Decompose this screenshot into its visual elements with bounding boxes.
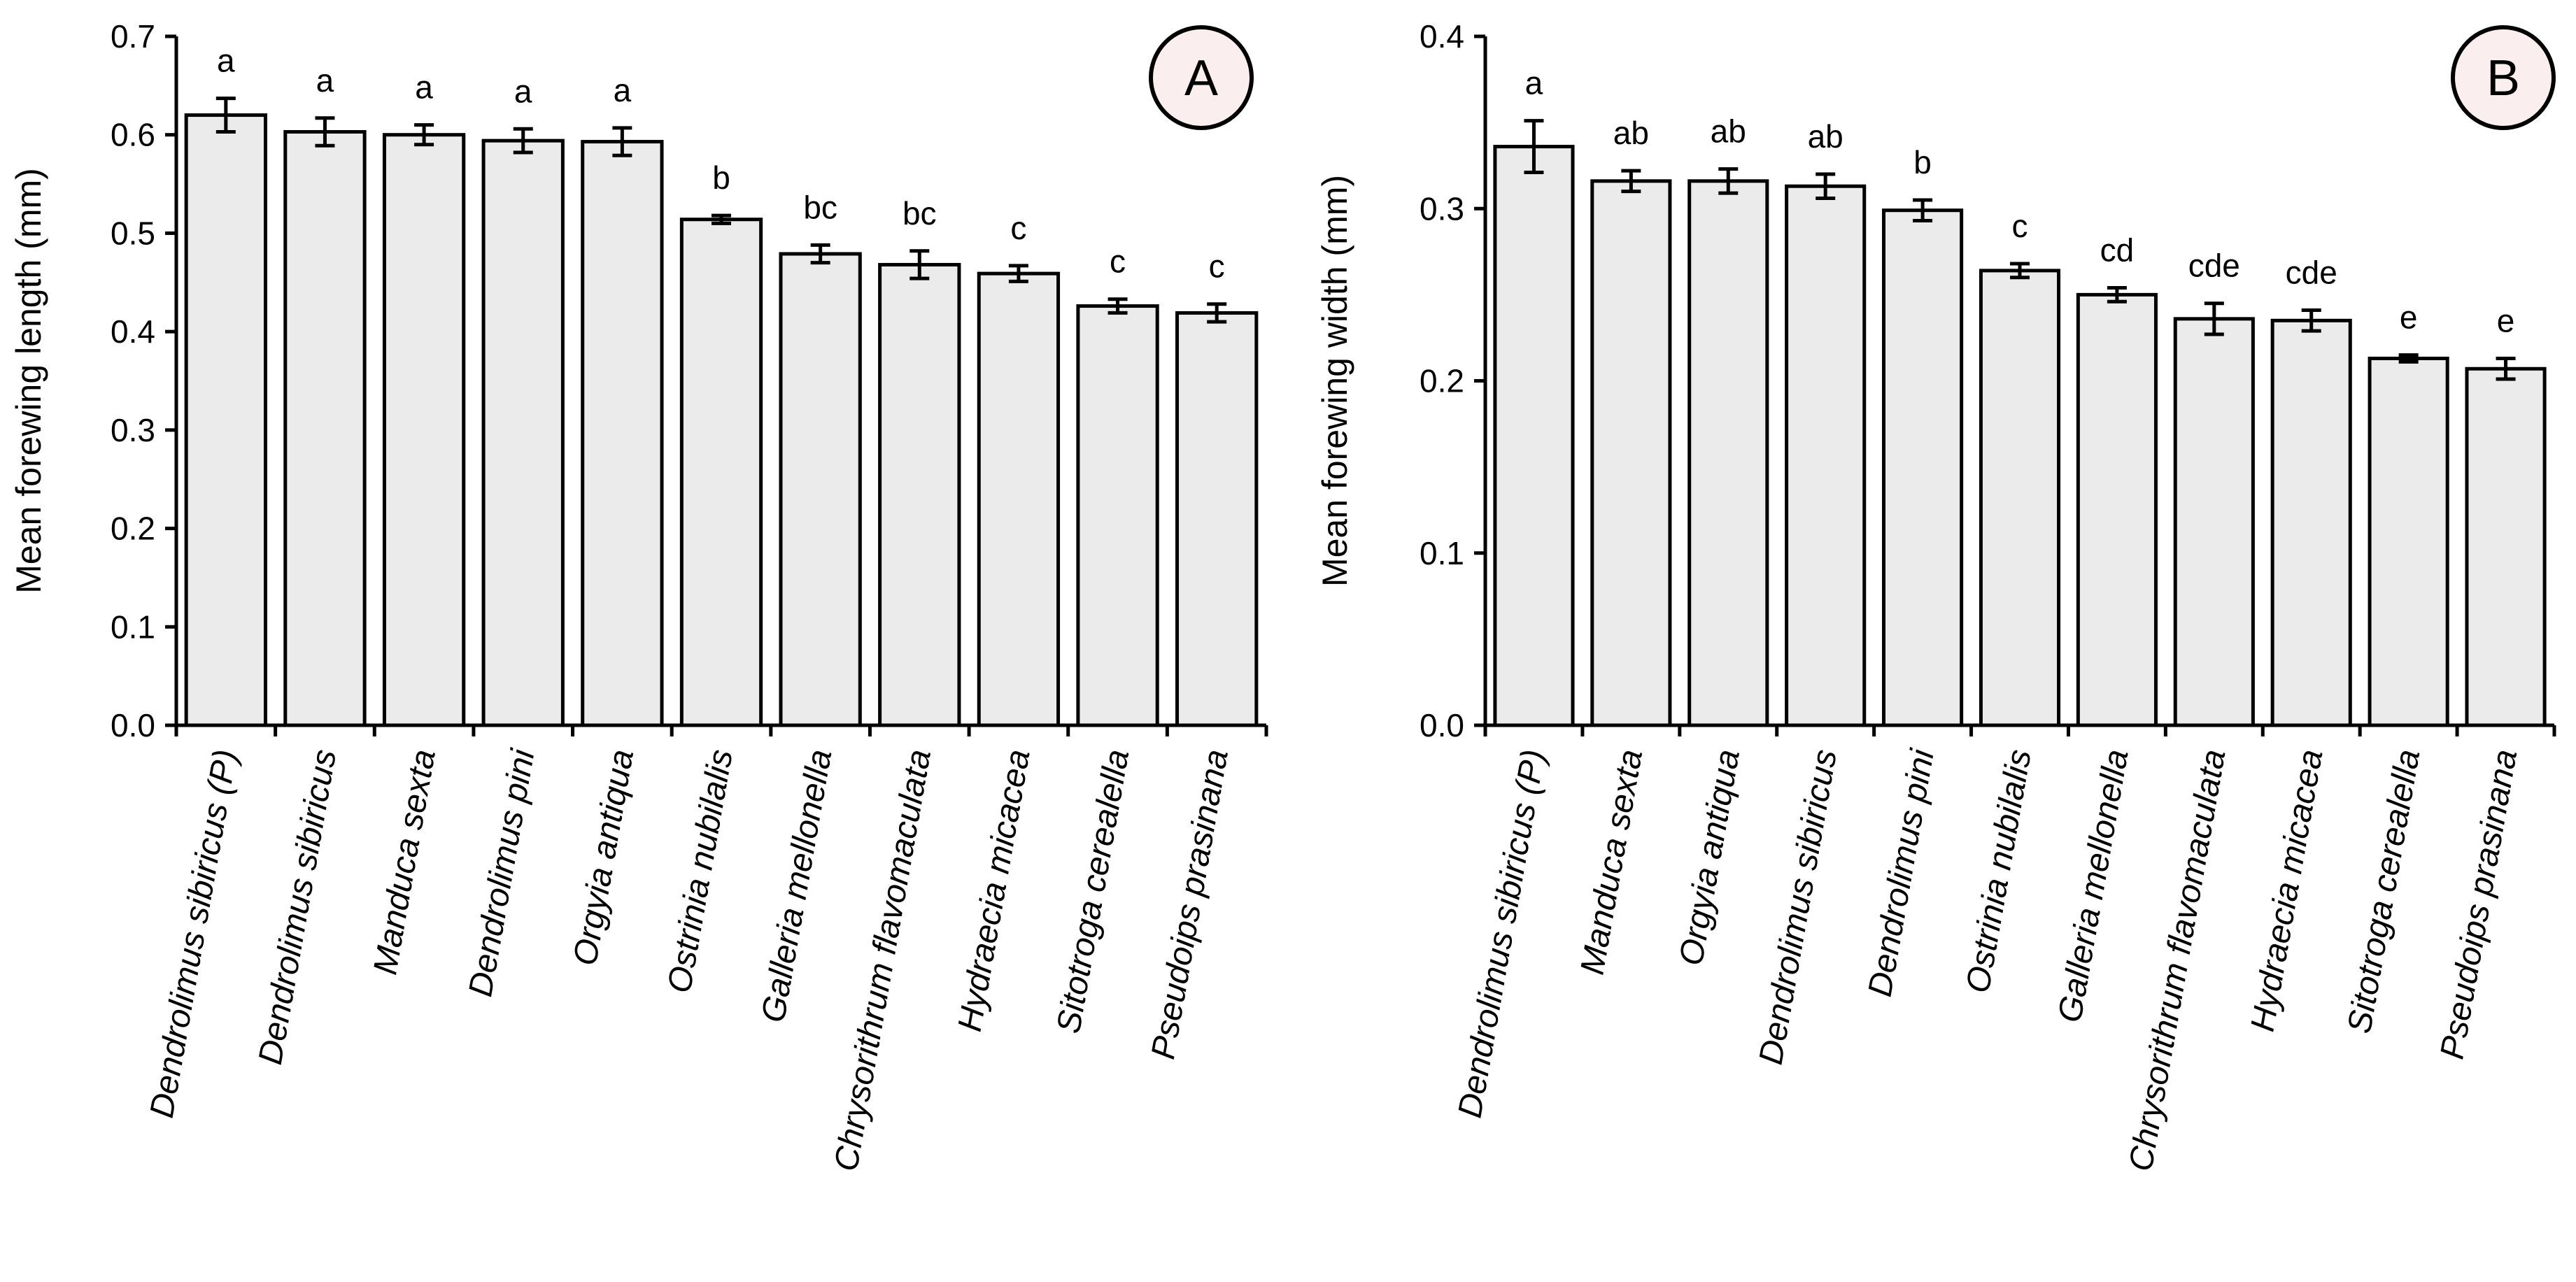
panel-b-bar [1785,184,1867,727]
panel-a-category-label: Dendrolimus sibiricus (P) [143,747,245,1121]
panel-a-badge-circle [1149,25,1254,130]
panel-a-bar [581,140,664,727]
panel-b-significance-letter: ab [1808,118,1843,155]
panel-b-y-tick-label: 0.0 [1420,707,1464,743]
panel-a-bar [878,262,961,727]
panel-a-significance-letter: a [415,69,433,106]
panel-b-category-label: Sitotroga cerealella [2341,747,2428,1037]
panel-a-significance-letter: a [217,43,235,79]
panel-a-bar [1076,304,1159,727]
panel-b-badge-circle [2451,25,2556,130]
panel-b-category-label: Pseudoips prasinana [2433,747,2524,1062]
panel-b-badge-label: B [2486,50,2520,106]
panel-a-bar [977,271,1061,727]
panel-b-category-label: Orgyia antiqua [1673,747,1747,969]
panel-b-significance-letter: b [1913,144,1932,180]
panel-a-significance-letter: a [514,73,532,109]
panel-b-y-tick-label: 0.1 [1420,535,1464,571]
panel-a-bar [779,252,862,727]
panel-b-category-label: Manduca sexta [1573,747,1650,978]
panel-b-bar [2076,292,2158,727]
panel-a-bar [1175,311,1259,727]
panel-a-y-tick-label: 0.2 [111,511,155,547]
panel-a-category-label: Hydraecia micacea [951,747,1038,1034]
panel-a-category-label: Manduca sexta [367,747,443,978]
panel-b-significance-letter: cde [2188,248,2240,284]
panel-b-bar [2173,317,2255,727]
panel-a-significance-letter: b [712,159,730,196]
panel-b-category-label: Galleria mellonella [2051,747,2136,1025]
panel-a-category-label: Chrysorithrum flavomaculata [828,747,938,1174]
panel-a-significance-letter: a [614,72,632,108]
panel-b-significance-letter: ab [1711,113,1746,150]
panel-b-bar [2368,356,2449,727]
panel-b-significance-letter: cde [2286,255,2337,291]
panel-a-y-tick-label: 0.3 [111,412,155,448]
panel-b-bar [1979,269,2061,727]
panel-b-category-label: Dendrolimus sibiricus (P) [1451,747,1552,1121]
panel-a-bar [679,218,763,727]
panel-b-significance-letter: a [1525,65,1543,101]
panel-a-significance-letter: a [316,62,334,99]
panel-b-y-tick-label: 0.2 [1420,363,1464,399]
panel-a-significance-letter: c [1010,210,1026,246]
panel-a-significance-letter: bc [803,189,837,225]
panel-a-y-tick-label: 0.6 [111,117,155,153]
panel-a-category-label: Sitotroga cerealella [1050,747,1137,1037]
panel-b-category-label: Dendrolimus pini [1862,746,1942,999]
panel-b-category-label: Ostrinia nubilalis [1959,747,2038,996]
panel-a-bar [184,113,267,727]
panel-b-bar [2465,366,2547,727]
panel-a-forewing-length-chart: 0.0 0.1 0.2 0.3 0.4 0.5 0.6 0.7 Mean forewing le… [9,18,1268,1174]
panel-a-significance-letter: bc [903,195,937,232]
panel-a-y-axis-title: Mean forewing length (mm) [9,168,48,594]
panel-a-y-tick-label: 0.7 [111,18,155,55]
panel-a-bar [481,138,565,727]
panel-b-bar [1687,179,1769,727]
panel-a-category-label: Orgyia antiqua [567,747,641,969]
panel-a-category-label: Ostrinia nubilalis [660,747,739,996]
panel-b-y-tick-label: 0.3 [1420,190,1464,227]
panel-a-y-tick-label: 0.1 [111,608,155,645]
panel-a-significance-letter: c [1209,248,1225,285]
panel-b-significance-letter: e [2497,302,2515,339]
panel-b-forewing-width-chart: 0.0 0.1 0.2 0.3 0.4 Mean forewing width (mm) a… [1315,18,2556,1174]
panel-a-badge-label: A [1184,50,1218,106]
panel-a-category-label: Dendrolimus sibiricus [252,747,344,1067]
panel-a-significance-letter: c [1110,243,1126,280]
panel-b-y-tick-label: 0.4 [1420,18,1464,55]
panel-b-bar [1493,145,1575,727]
panel-b-significance-letter: e [2400,299,2418,336]
panel-b-y-axis-title: Mean forewing width (mm) [1315,175,1354,587]
panel-b-category-label: Chrysorithrum flavomaculata [2122,747,2232,1174]
panel-a-category-label: Dendrolimus pini [462,746,542,999]
panel-a-bar [283,129,367,727]
panel-a-y-tick-label: 0.0 [111,707,155,743]
panel-a-category-label: Galleria mellonella [755,747,840,1025]
panel-b-category-label: Dendrolimus sibiricus [1753,747,1844,1067]
panel-a-y-tick-label: 0.5 [111,215,155,251]
panel-b-bar [1590,179,1672,727]
panel-b-significance-letter: cd [2100,232,2135,269]
panel-b-bar [1882,208,1964,727]
panel-a-bar [382,133,466,727]
panel-a-category-label: Pseudoips prasinana [1145,747,1236,1062]
panel-b-significance-letter: ab [1613,115,1649,151]
panel-b-category-label: Hydraecia micacea [2244,747,2330,1034]
panel-b-significance-letter: c [2012,208,2028,244]
panel-a-y-tick-label: 0.4 [111,313,155,350]
panel-b-bar [2270,318,2352,727]
